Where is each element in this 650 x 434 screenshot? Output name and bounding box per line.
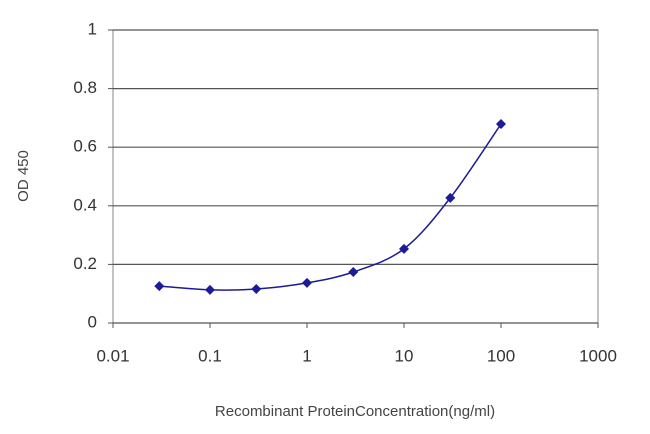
y-tick-label: 0.2 <box>73 254 97 273</box>
x-tick-label: 0.1 <box>198 346 222 365</box>
data-point <box>496 119 506 130</box>
x-tick-label: 1 <box>302 346 311 365</box>
data-point <box>348 267 359 278</box>
x-tick-label: 0.01 <box>96 346 129 365</box>
y-tick-label: 0 <box>88 312 97 331</box>
x-tick-label: 10 <box>395 346 414 365</box>
x-axis-title: Recombinant ProteinConcentration(ng/ml) <box>215 403 495 420</box>
data-point <box>445 192 456 203</box>
data-point <box>205 284 215 295</box>
y-axis-title: OD 450 <box>15 150 32 202</box>
plot-area <box>112 29 599 324</box>
x-tick-label: 100 <box>487 346 515 365</box>
x-tick-label: 1000 <box>579 346 617 365</box>
data-point <box>302 277 312 288</box>
y-tick-label: 1 <box>88 19 97 38</box>
y-tick-label: 0.8 <box>73 78 97 97</box>
data-point <box>399 243 409 254</box>
data-point <box>154 281 165 292</box>
data-point <box>251 284 262 295</box>
y-tick-label: 0.4 <box>73 195 97 214</box>
y-tick-label: 0.6 <box>73 137 97 156</box>
